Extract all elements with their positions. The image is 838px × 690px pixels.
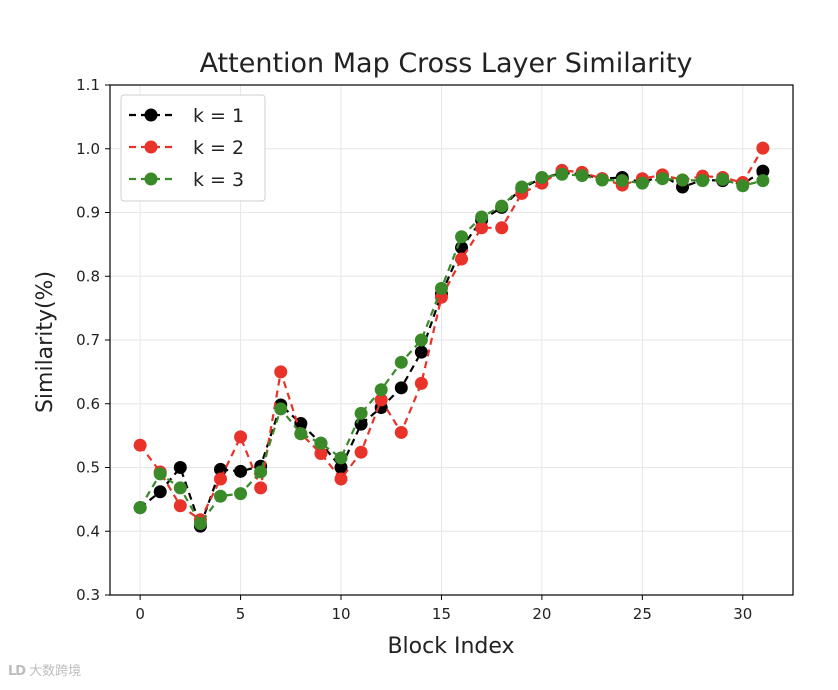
y-tick-label: 0.8: [76, 267, 100, 285]
data-point: [274, 365, 288, 379]
data-point: [555, 167, 569, 181]
data-point: [736, 179, 750, 193]
x-axis-label: Block Index: [387, 634, 514, 659]
series-3: [133, 167, 770, 531]
series-line: [139, 147, 764, 522]
data-point: [173, 461, 187, 474]
data-point: [274, 402, 288, 416]
data-point: [334, 451, 348, 465]
data-point: [515, 180, 529, 194]
data-point: [716, 172, 730, 186]
data-point: [475, 221, 489, 235]
data-point: [434, 290, 448, 304]
data-point: [234, 464, 248, 478]
data-point: [455, 230, 469, 244]
x-tick-label: 10: [331, 605, 350, 623]
data-point: [756, 174, 770, 188]
data-point: [213, 472, 227, 486]
data-point: [254, 481, 268, 495]
legend-item: k = 2: [129, 137, 244, 159]
data-point: [575, 169, 589, 183]
series-layer: [133, 141, 770, 533]
watermark-text: 大数跨境: [29, 664, 82, 679]
x-tick-label: 20: [532, 605, 551, 623]
data-point: [635, 176, 649, 190]
legend: k = 1 k = 2 k = 3: [120, 94, 266, 202]
ticks: 0 5 10 15 20 25 30 0.3 0.4 0.5 0.6 0.7 0.8 0.9 1.0 1.1: [76, 76, 752, 623]
data-point: [354, 406, 368, 420]
data-point: [495, 199, 509, 213]
data-point: [234, 430, 248, 444]
data-point: [374, 393, 388, 407]
watermark: LD 大数跨境: [8, 660, 81, 679]
data-point: [414, 345, 428, 359]
data-point: [173, 499, 187, 513]
data-point: [756, 141, 770, 155]
y-tick-label: 0.4: [76, 522, 100, 540]
legend-marker: [144, 108, 158, 122]
y-tick-label: 1.1: [76, 76, 100, 94]
x-tick-label: 30: [733, 605, 752, 623]
data-point: [394, 355, 408, 369]
data-point: [374, 383, 388, 397]
watermark-logo: LD: [8, 664, 26, 679]
data-point: [193, 517, 207, 531]
data-point: [354, 445, 368, 459]
data-point: [495, 221, 509, 235]
data-point: [133, 438, 147, 452]
data-point: [615, 174, 629, 188]
legend-label: k = 2: [193, 137, 244, 159]
data-point: [475, 210, 489, 224]
x-tick-label: 0: [135, 605, 145, 623]
legend-item: k = 1: [129, 105, 244, 127]
legend-label: k = 3: [193, 169, 244, 191]
data-point: [334, 472, 348, 486]
data-point: [756, 164, 770, 178]
data-point: [254, 465, 268, 479]
series-line: [139, 170, 764, 530]
data-point: [595, 173, 609, 187]
x-tick-label: 5: [236, 605, 246, 623]
y-tick-label: 0.3: [76, 586, 100, 604]
legend-box: [120, 94, 266, 202]
chart-title: Attention Map Cross Layer Similarity: [200, 48, 693, 79]
data-point: [213, 489, 227, 503]
series-1: [133, 164, 770, 533]
data-point: [394, 381, 408, 395]
data-point: [655, 172, 669, 186]
legend-label: k = 1: [193, 105, 244, 127]
data-point: [173, 481, 187, 495]
data-point: [314, 446, 328, 460]
y-tick-label: 0.6: [76, 395, 100, 413]
data-point: [414, 376, 428, 390]
y-tick-label: 0.5: [76, 459, 100, 477]
y-tick-label: 0.7: [76, 331, 100, 349]
data-point: [153, 485, 167, 499]
data-point: [676, 173, 690, 187]
legend-marker: [144, 172, 158, 186]
x-tick-label: 25: [633, 605, 652, 623]
data-point: [414, 333, 428, 347]
data-point: [696, 174, 710, 188]
data-point: [434, 281, 448, 295]
data-point: [455, 252, 469, 266]
data-point: [314, 436, 328, 450]
x-tick-label: 15: [432, 605, 451, 623]
data-point: [334, 461, 348, 474]
y-tick-label: 0.9: [76, 204, 100, 222]
data-point: [535, 170, 549, 184]
data-point: [394, 425, 408, 439]
data-point: [133, 501, 147, 515]
legend-item: k = 3: [129, 169, 244, 191]
y-axis-label: Similarity(%): [33, 271, 58, 413]
data-point: [234, 487, 248, 501]
legend-marker: [144, 140, 158, 154]
data-point: [153, 467, 167, 481]
data-point: [294, 427, 308, 441]
y-tick-label: 1.0: [76, 140, 100, 158]
chart: 0 5 10 15 20 25 300.30.40.50.60.70.80.91.01.1 …: [33, 48, 794, 659]
